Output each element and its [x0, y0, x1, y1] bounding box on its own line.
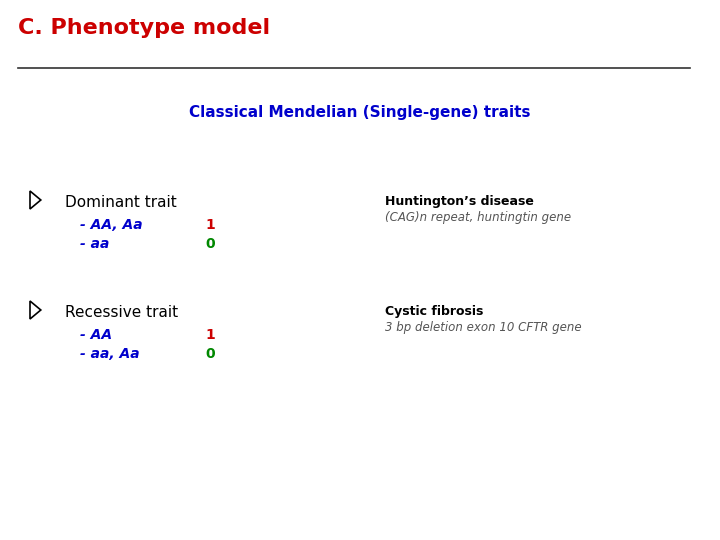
Text: 1: 1	[205, 328, 215, 342]
Text: - AA, Aa: - AA, Aa	[80, 218, 143, 232]
Text: Classical Mendelian (Single-gene) traits: Classical Mendelian (Single-gene) traits	[189, 105, 531, 120]
Text: C. Phenotype model: C. Phenotype model	[18, 18, 270, 38]
Text: - aa: - aa	[80, 237, 109, 251]
Text: Recessive trait: Recessive trait	[65, 305, 178, 320]
Text: 0: 0	[205, 237, 215, 251]
Text: 3 bp deletion exon 10 CFTR gene: 3 bp deletion exon 10 CFTR gene	[385, 321, 582, 334]
Text: 0: 0	[205, 347, 215, 361]
Text: - AA: - AA	[80, 328, 112, 342]
Text: (CAG)n repeat, huntingtin gene: (CAG)n repeat, huntingtin gene	[385, 211, 571, 224]
Text: Huntington’s disease: Huntington’s disease	[385, 195, 534, 208]
Text: Dominant trait: Dominant trait	[65, 195, 176, 210]
Text: 1: 1	[205, 218, 215, 232]
Text: Cystic fibrosis: Cystic fibrosis	[385, 305, 483, 318]
Text: - aa, Aa: - aa, Aa	[80, 347, 140, 361]
